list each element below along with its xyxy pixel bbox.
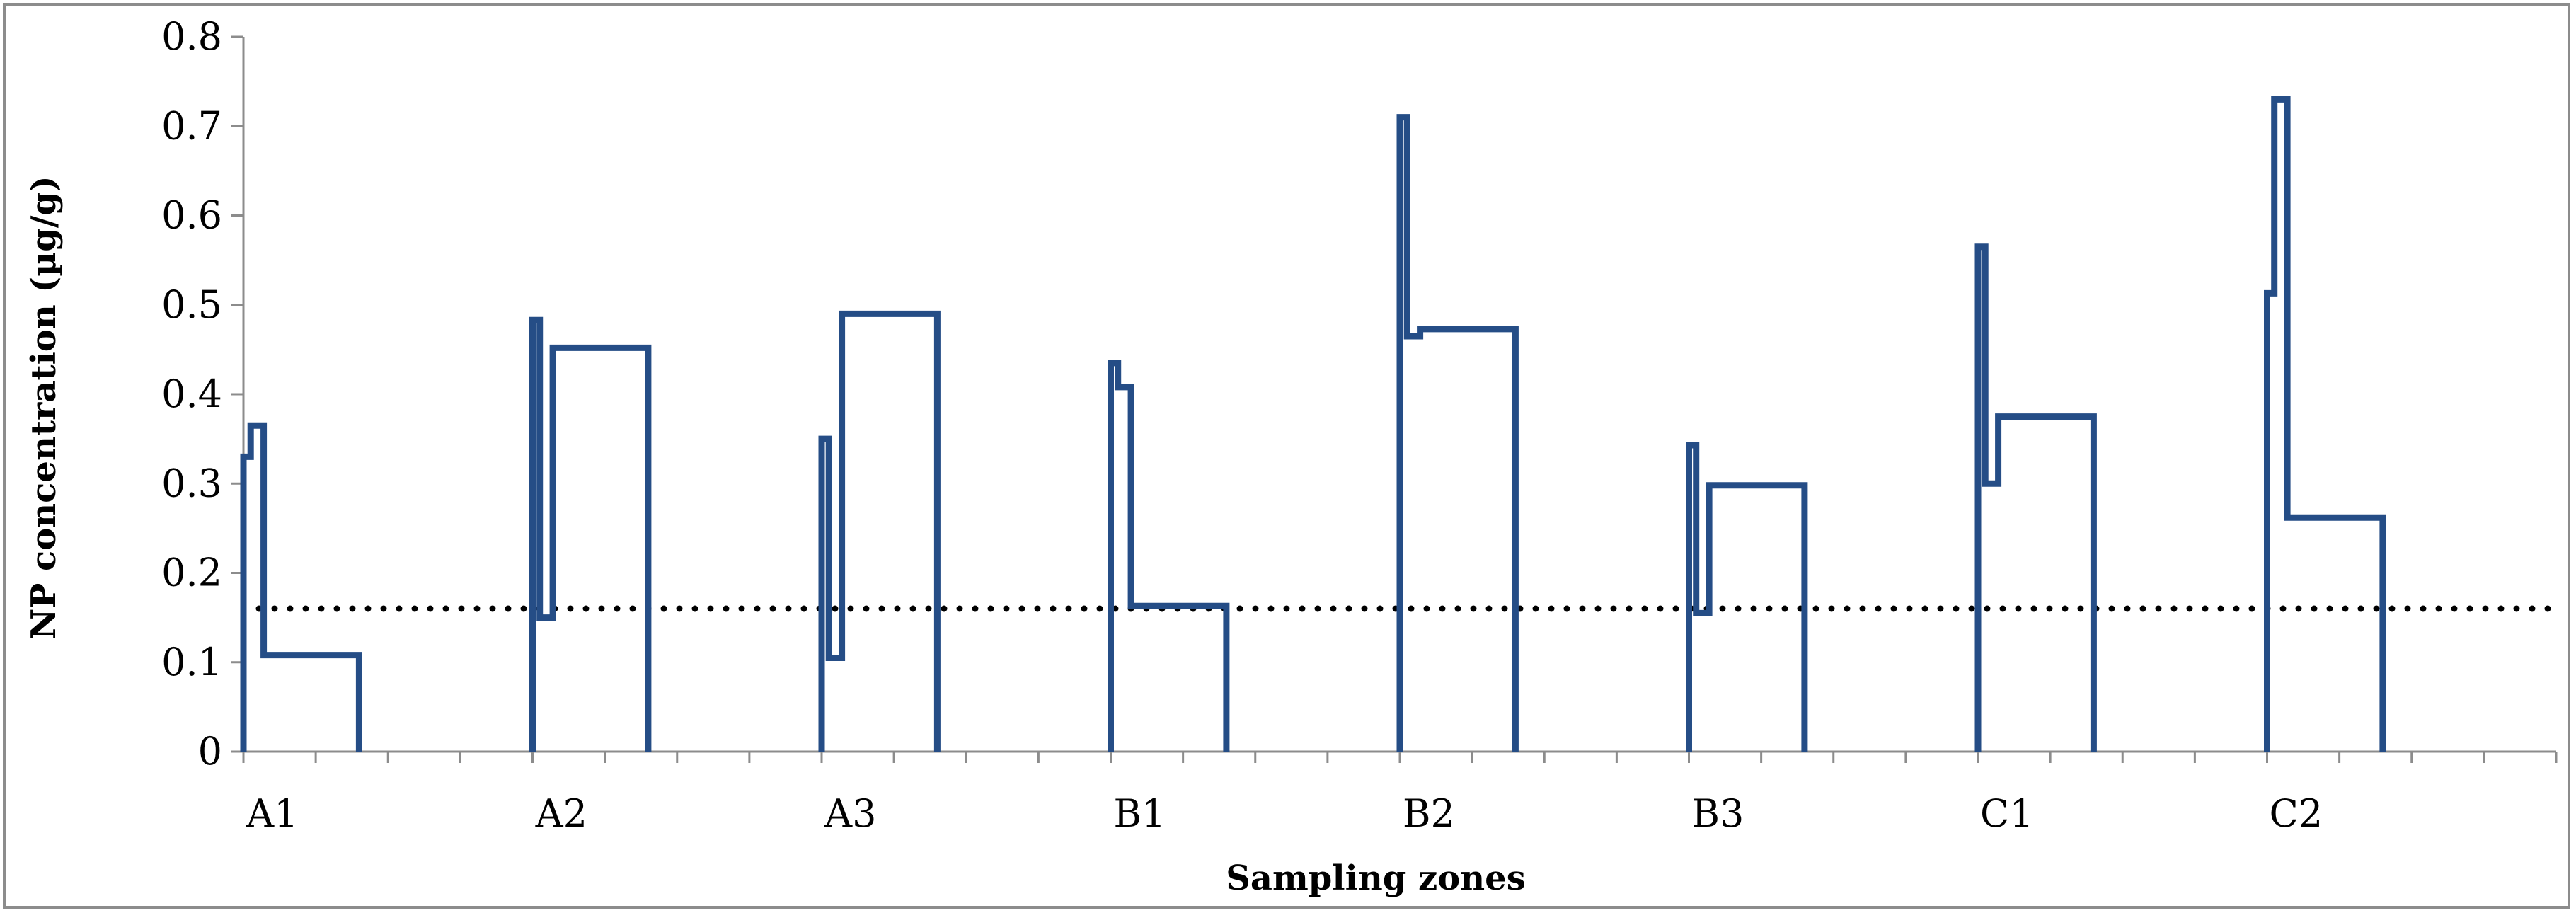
x-axis-title: Sampling zones	[1226, 859, 1526, 898]
y-axis-title: NP concentration (µg/g)	[24, 176, 64, 639]
y-tick-label: 0.7	[161, 103, 222, 148]
y-tick-label: 0	[198, 729, 222, 774]
y-tick-label: 0.4	[161, 372, 222, 416]
x-category-label: B1	[1113, 791, 1166, 836]
y-tick-label: 0.3	[161, 461, 222, 505]
series-layer	[240, 96, 2386, 752]
series-step-B1	[1108, 360, 1230, 752]
x-category-label: A2	[535, 791, 587, 836]
x-category-label: C2	[2270, 791, 2323, 836]
x-category-label: C1	[1980, 791, 2034, 836]
y-tick-label: 0.5	[161, 282, 222, 327]
y-axis-ticks: 0 0.1 0.2 0.3 0.4 0.5 0.6 0.7 0.8	[161, 14, 243, 774]
x-axis-ticks	[242, 752, 2558, 763]
series-step-C1	[1974, 243, 2097, 752]
x-category-label: A1	[246, 791, 298, 836]
x-category-label: B2	[1403, 791, 1455, 836]
series-step-B2	[1396, 114, 1519, 752]
x-category-labels: A1 A2 A3 B1 B2 B3 C1 C2	[246, 791, 2323, 836]
series-step-C2	[2264, 96, 2386, 752]
series-step-A1	[240, 422, 362, 752]
y-tick-label: 0.1	[161, 640, 222, 684]
y-tick-label: 0.8	[161, 14, 222, 59]
x-category-label: A3	[824, 791, 876, 836]
y-tick-label: 0.6	[161, 193, 222, 238]
y-tick-label: 0.2	[161, 551, 222, 595]
series-step-A3	[818, 310, 941, 752]
series-step-B3	[1686, 442, 1808, 752]
chart-frame	[3, 3, 2570, 909]
x-category-label: B3	[1691, 791, 1744, 836]
series-step-A2	[529, 316, 652, 752]
